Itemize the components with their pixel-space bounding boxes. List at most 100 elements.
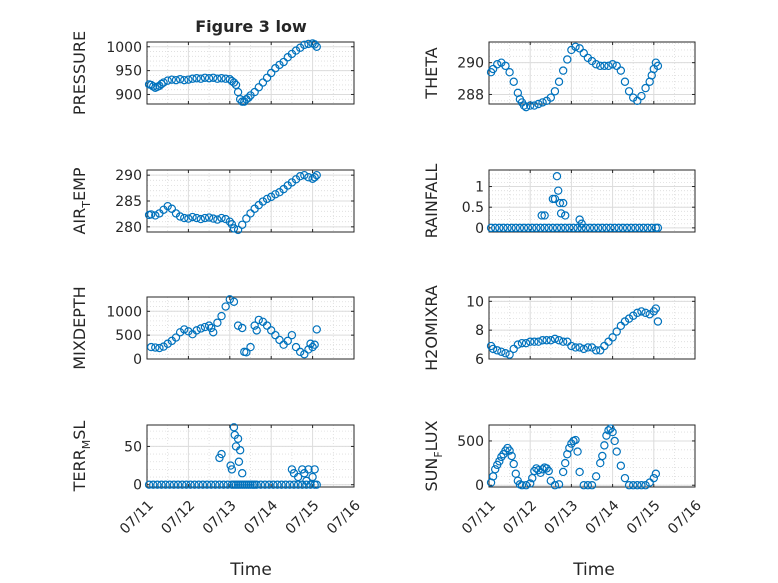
y-tick-label: 288 — [457, 87, 484, 103]
data-point — [561, 223, 570, 233]
data-point — [229, 297, 239, 306]
data-point — [275, 335, 284, 345]
data-point — [209, 214, 218, 223]
data-point — [616, 66, 626, 75]
data-point — [180, 75, 189, 85]
data-point — [633, 481, 642, 490]
data-point — [653, 223, 663, 233]
data-point — [548, 223, 558, 233]
data-point — [161, 480, 170, 489]
data-point — [497, 347, 506, 356]
subplot-2: 288 290 THETA — [422, 41, 696, 112]
data-point — [575, 44, 584, 53]
data-point — [310, 173, 319, 182]
data-point — [262, 194, 272, 204]
data-point — [490, 465, 500, 474]
data-point — [538, 336, 547, 345]
data-point — [555, 198, 565, 208]
y-tick-label: 0 — [475, 221, 484, 237]
data-point — [198, 480, 208, 489]
data-point — [289, 480, 299, 489]
data-point — [556, 209, 566, 218]
data-point — [246, 342, 255, 352]
data-point — [546, 336, 556, 345]
data-point — [493, 346, 502, 355]
data-point — [235, 95, 245, 104]
data-point — [169, 480, 179, 489]
data-point — [593, 223, 603, 233]
data-point — [532, 223, 541, 233]
data-point — [552, 223, 562, 233]
data-point — [563, 55, 572, 64]
data-point — [151, 211, 160, 220]
data-point — [526, 479, 535, 488]
data-point — [213, 318, 222, 327]
data-point — [226, 461, 235, 470]
y-tick-label: 0.5 — [462, 200, 484, 216]
data-point — [200, 322, 210, 332]
data-point — [177, 480, 187, 489]
data-point — [606, 223, 615, 233]
data-point — [254, 315, 263, 325]
data-point — [260, 480, 270, 489]
data-point — [233, 434, 243, 443]
data-point — [612, 61, 621, 71]
data-point — [565, 443, 574, 453]
data-point — [229, 224, 239, 233]
data-point — [159, 78, 168, 87]
data-point — [192, 326, 201, 335]
data-point — [583, 481, 593, 490]
data-point — [256, 480, 266, 489]
data-point — [561, 458, 570, 468]
data-point — [180, 325, 189, 334]
data-point — [267, 326, 276, 335]
data-point — [291, 46, 301, 55]
data-point — [501, 446, 510, 455]
data-point — [626, 223, 636, 233]
data-point — [569, 223, 578, 233]
data-point — [283, 336, 292, 346]
data-point — [575, 215, 584, 224]
data-point — [643, 223, 652, 233]
subplot-6: 6 8 10 H2OMIXRA — [422, 285, 696, 371]
data-point — [213, 215, 222, 224]
data-point — [542, 464, 551, 473]
data-point — [653, 317, 663, 326]
data-point — [295, 347, 305, 357]
data-point — [639, 223, 648, 233]
data-point — [544, 223, 553, 233]
data-point — [620, 77, 630, 86]
data-point — [225, 217, 234, 226]
data-point — [558, 337, 568, 346]
data-point — [304, 173, 313, 182]
y-tick-label: 1000 — [106, 40, 142, 56]
data-point — [271, 330, 280, 340]
data-point — [523, 223, 533, 233]
data-point — [277, 480, 286, 489]
data-point — [295, 43, 305, 52]
data-point — [600, 441, 609, 450]
data-point — [258, 197, 268, 206]
data-point — [264, 480, 274, 489]
data-point — [146, 342, 156, 352]
data-point — [155, 343, 164, 353]
y-tick-label: 950 — [115, 64, 142, 80]
y-tick-label: 500 — [115, 328, 142, 344]
data-point — [234, 457, 244, 466]
subplot-4: 0 0.5 1 RAINFALL — [422, 164, 696, 238]
data-point — [575, 343, 584, 352]
y-tick-label: 285 — [115, 194, 142, 210]
data-point — [571, 42, 580, 51]
data-point — [269, 480, 278, 489]
data-point — [144, 480, 154, 489]
y-tick-label: 50 — [124, 439, 142, 455]
x-axis-label-left: Time — [229, 560, 272, 580]
axes-box — [488, 424, 696, 488]
data-point — [312, 42, 321, 51]
data-point — [258, 78, 268, 87]
data-point — [293, 472, 303, 482]
data-point — [507, 223, 516, 233]
data-point — [285, 480, 295, 489]
y-axis-label: MIXDEPTH — [70, 286, 89, 369]
